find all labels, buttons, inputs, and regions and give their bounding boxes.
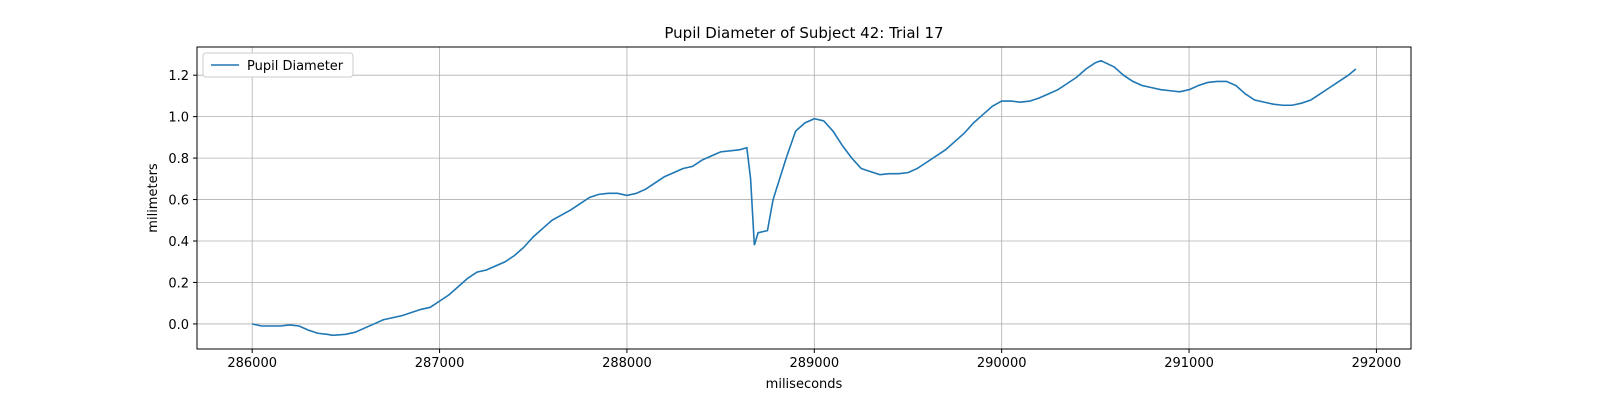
y-tick-label: 0.2 bbox=[168, 276, 189, 291]
x-tick-label: 289000 bbox=[789, 356, 839, 371]
legend: Pupil Diameter bbox=[202, 52, 354, 78]
y-tick-label: 0.0 bbox=[168, 318, 189, 333]
y-tick-label: 1.0 bbox=[168, 111, 189, 126]
y-tick-label: 1.2 bbox=[168, 69, 189, 84]
x-tick-label: 287000 bbox=[415, 356, 465, 371]
plot-frame bbox=[196, 46, 1412, 350]
x-axis-label: miliseconds bbox=[766, 377, 843, 392]
x-tick-label: 292000 bbox=[1352, 356, 1402, 371]
x-tick-label: 290000 bbox=[977, 356, 1027, 371]
legend-box bbox=[202, 52, 354, 78]
y-tick-label: 0.6 bbox=[168, 194, 189, 209]
legend-label: Pupil Diameter bbox=[247, 59, 344, 74]
x-tick-label: 288000 bbox=[602, 356, 652, 371]
y-tick-label: 0.8 bbox=[168, 152, 189, 167]
x-tick-label: 286000 bbox=[227, 356, 277, 371]
x-tick-label: 291000 bbox=[1164, 356, 1214, 371]
data-line bbox=[252, 59, 1357, 337]
y-tick-label: 0.4 bbox=[168, 235, 189, 250]
y-axis-label: milimeters bbox=[146, 163, 161, 233]
chart-title: Pupil Diameter of Subject 42: Trial 17 bbox=[664, 24, 943, 42]
